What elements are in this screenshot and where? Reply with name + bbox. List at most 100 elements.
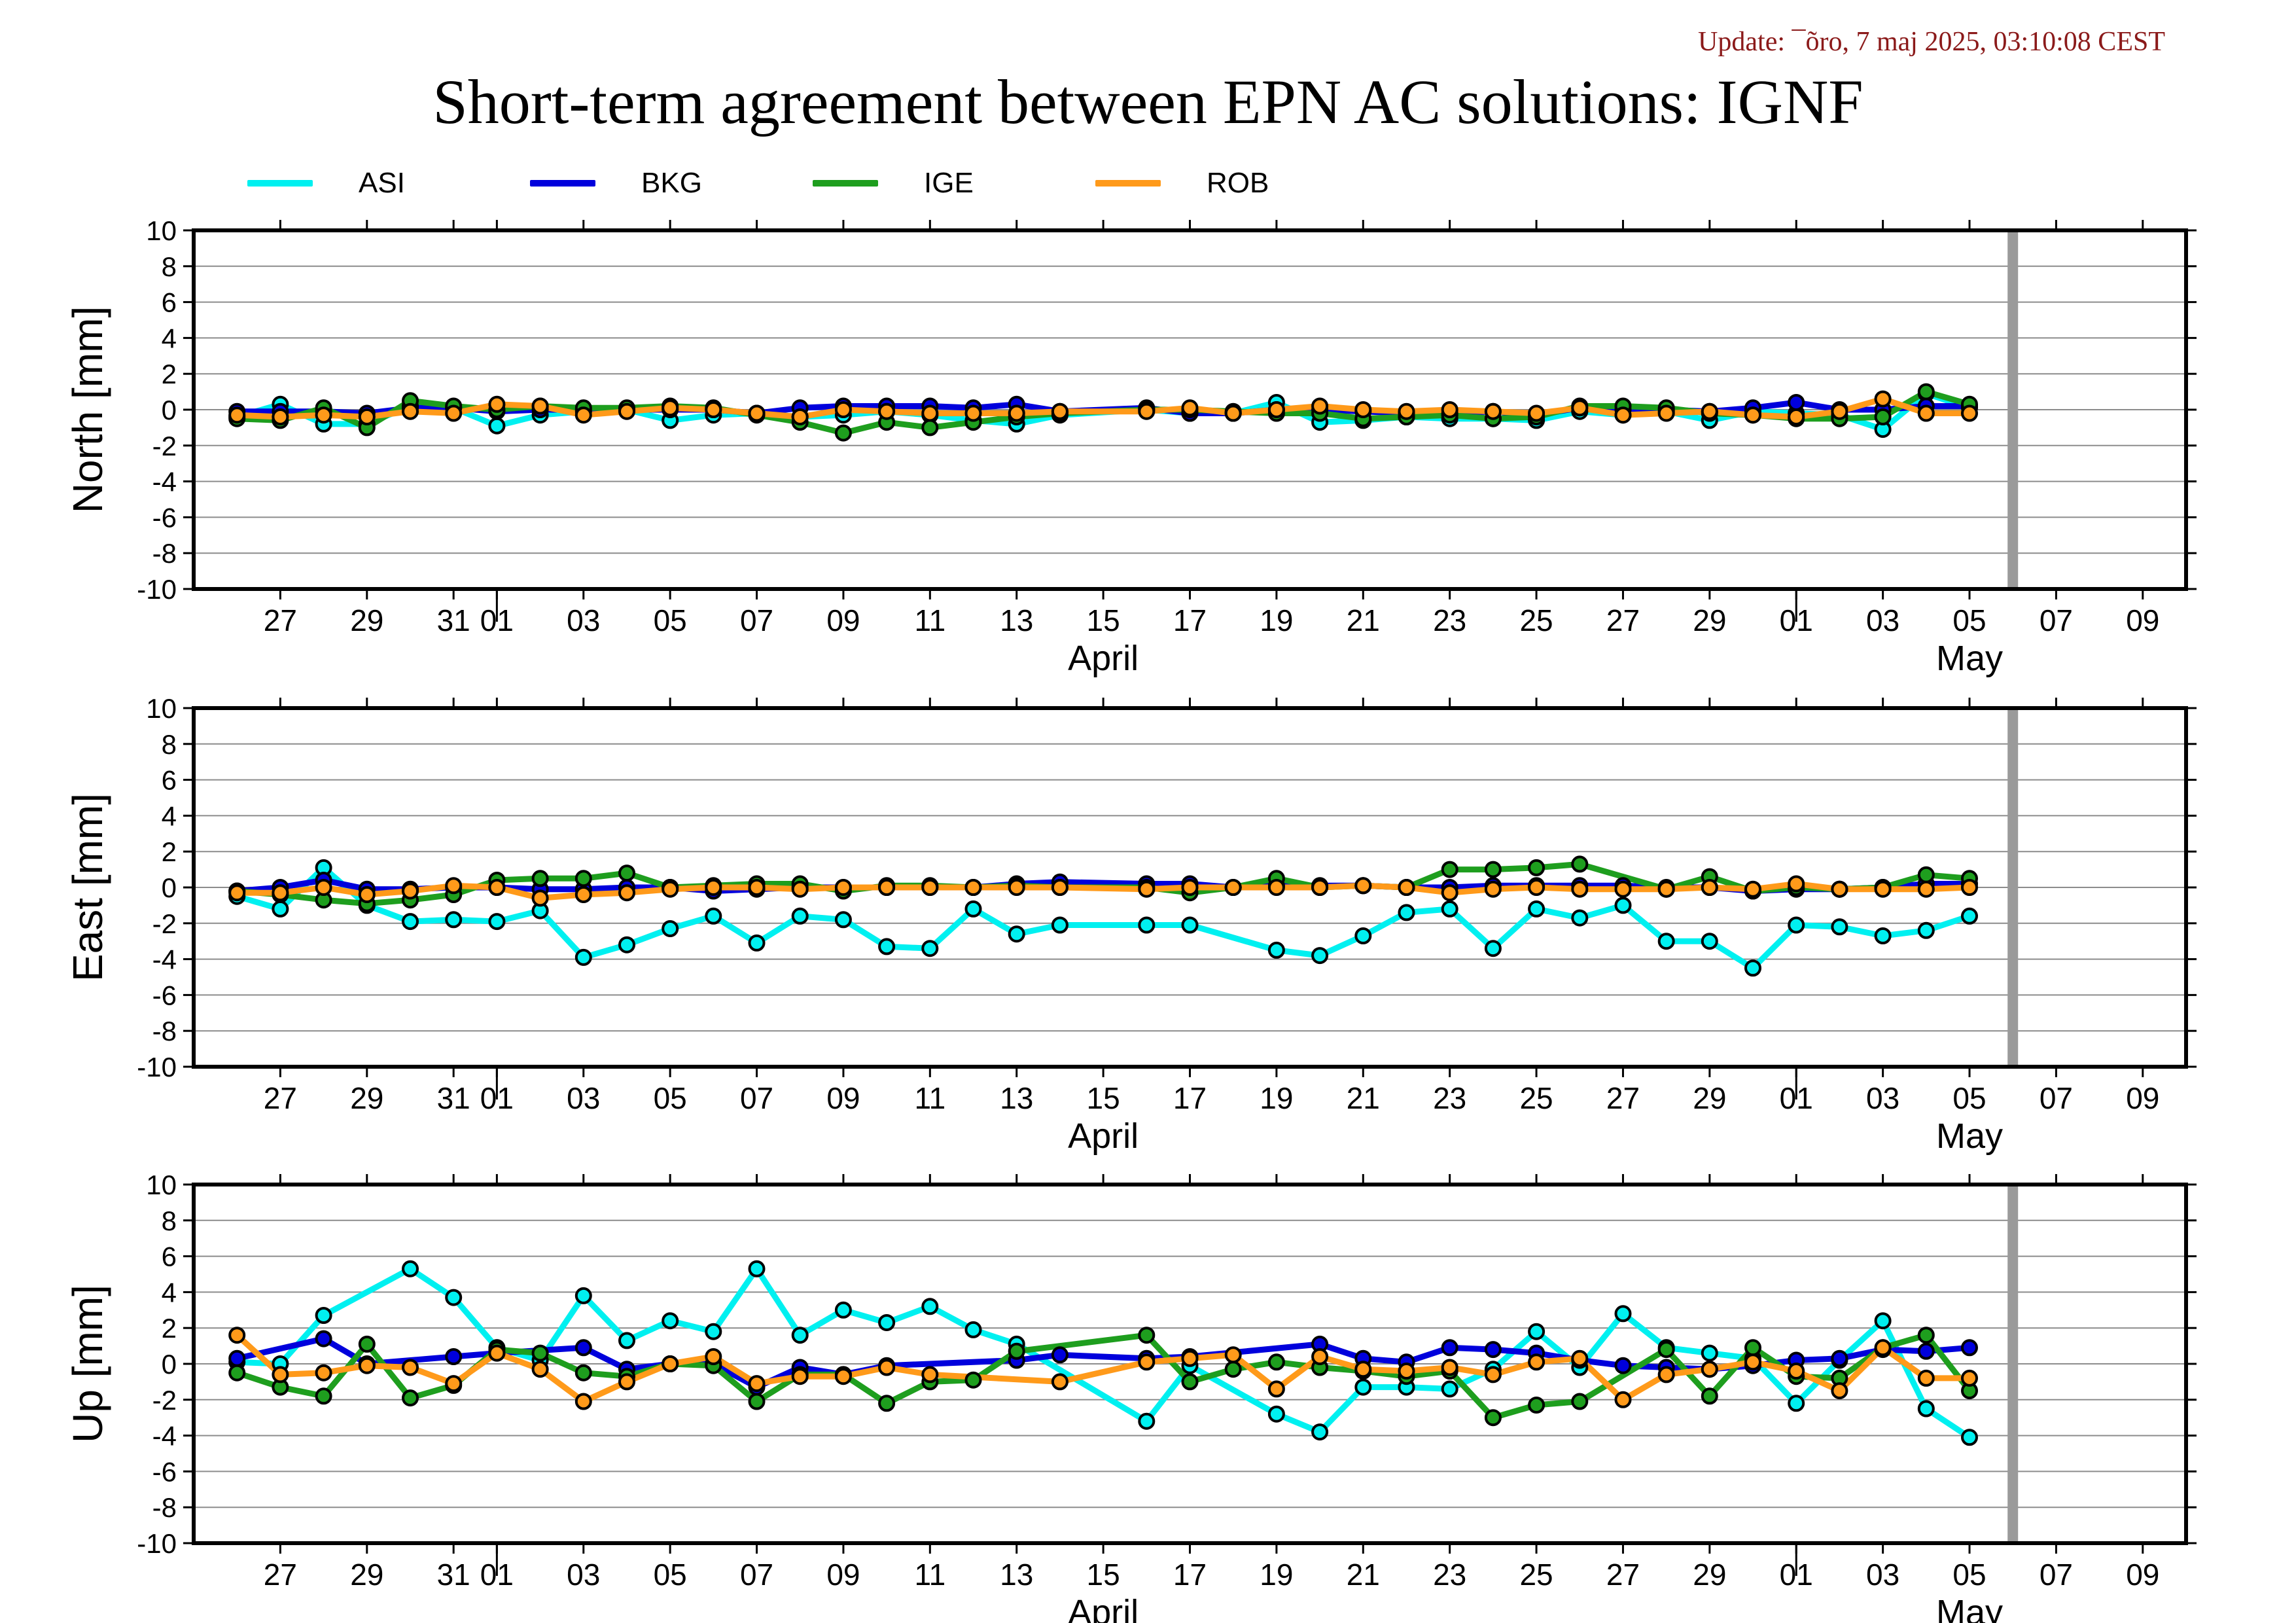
data-point-rob: [1267, 879, 1285, 896]
y-axis-label: Up [mm]: [64, 1285, 111, 1443]
x-tick-label: 27: [1606, 603, 1640, 637]
data-point-asi: [402, 913, 419, 931]
data-point-ige: [1267, 1353, 1285, 1371]
month-label: May: [1936, 639, 2003, 678]
data-point-rob: [445, 877, 463, 895]
data-point-rob: [1267, 401, 1285, 418]
data-point-rob: [1614, 880, 1632, 898]
data-point-asi: [1354, 927, 1372, 944]
data-point-asi: [445, 1289, 463, 1306]
data-point-rob: [618, 1373, 635, 1391]
data-point-asi: [1657, 933, 1675, 950]
y-tick-label: 8: [162, 729, 177, 760]
x-tick-label: 03: [567, 1081, 600, 1115]
data-point-rob: [1138, 1353, 1156, 1371]
x-tick-label: 25: [1519, 1081, 1553, 1115]
data-point-ige: [1917, 866, 1935, 883]
plot-frame: [192, 1183, 2188, 1545]
data-point-asi: [1614, 1305, 1632, 1323]
x-tick-label: 31: [437, 603, 470, 637]
data-point-asi: [791, 1327, 809, 1344]
data-point-rob: [1354, 877, 1372, 895]
data-point-asi: [1528, 900, 1545, 918]
data-point-rob: [402, 1359, 419, 1376]
x-tick-label: 05: [654, 1081, 687, 1115]
y-tick-label: 4: [162, 1277, 177, 1308]
x-tick-label: 27: [1606, 1081, 1640, 1115]
x-tick-label: 31: [437, 1081, 470, 1115]
data-point-rob: [1267, 1380, 1285, 1398]
data-point-asi: [1398, 904, 1415, 921]
data-point-asi: [1874, 1312, 1892, 1330]
data-point-rob: [488, 879, 506, 896]
data-point-rob: [488, 1344, 506, 1362]
data-point-rob: [705, 1348, 722, 1365]
y-tick-label: -4: [152, 944, 177, 975]
data-point-rob: [1701, 402, 1718, 420]
data-point-asi: [315, 1307, 332, 1324]
data-point-asi: [1874, 927, 1892, 944]
x-tick-label: 21: [1347, 1081, 1380, 1115]
x-tick-label: 17: [1173, 603, 1207, 637]
data-point-rob: [1657, 880, 1675, 898]
data-point-rob: [1788, 408, 1805, 425]
data-point-rob: [1744, 406, 1761, 424]
data-point-rob: [1138, 402, 1156, 420]
data-point-ige: [834, 424, 852, 442]
data-point-bkg: [1788, 394, 1805, 411]
data-point-asi: [1311, 1423, 1329, 1441]
update-timestamp: Update: ¯õro, 7 maj 2025, 03:10:08 CEST: [1698, 27, 2165, 57]
y-tick-label: -6: [152, 502, 177, 533]
data-point-ige: [1571, 1393, 1589, 1410]
data-point-rob: [921, 404, 939, 422]
data-point-asi: [618, 1332, 635, 1349]
y-tick-label: 0: [162, 1349, 177, 1380]
legend-item-asi: ASI: [247, 157, 405, 209]
data-point-asi: [1311, 947, 1329, 965]
data-point-rob: [1528, 1353, 1545, 1371]
data-point-asi: [1917, 921, 1935, 939]
data-point-asi: [834, 911, 852, 929]
x-tick-label: 15: [1087, 1558, 1120, 1592]
data-point-rob: [964, 879, 982, 896]
data-point-asi: [1138, 1412, 1156, 1430]
data-point-bkg: [574, 1339, 592, 1357]
y-tick-label: -6: [152, 1456, 177, 1487]
data-point-rob: [1398, 879, 1415, 896]
data-point-ige: [878, 1395, 896, 1412]
data-point-asi: [878, 1314, 896, 1331]
data-point-rob: [445, 1375, 463, 1393]
data-point-asi: [748, 934, 766, 952]
data-point-ige: [1917, 383, 1935, 401]
data-point-asi: [1138, 916, 1156, 934]
data-point-rob: [574, 886, 592, 903]
legend-label-bkg: BKG: [641, 167, 702, 199]
data-point-rob: [1224, 1346, 1242, 1364]
data-point-asi: [402, 1260, 419, 1277]
data-point-rob: [358, 1357, 376, 1374]
legend-swatch-asi: [247, 180, 313, 187]
data-point-bkg: [1831, 1349, 1848, 1367]
data-point-rob: [1051, 402, 1069, 420]
data-point-bkg: [228, 1349, 246, 1367]
data-point-rob: [1614, 406, 1632, 424]
data-point-asi: [445, 911, 463, 929]
data-point-rob: [921, 1366, 939, 1383]
data-point-ige: [1441, 861, 1458, 878]
data-point-rob: [1398, 1363, 1415, 1380]
x-tick-label: 29: [350, 1558, 383, 1592]
data-point-asi: [1961, 907, 1978, 925]
data-point-rob: [1961, 1369, 1978, 1387]
y-tick-label: 10: [146, 693, 177, 724]
data-point-rob: [1701, 879, 1718, 896]
data-point-rob: [1224, 404, 1242, 422]
legend-item-rob: ROB: [1095, 157, 1269, 209]
data-point-ige: [1181, 1373, 1199, 1391]
data-point-rob: [705, 879, 722, 896]
x-tick-label: 23: [1433, 1558, 1466, 1592]
x-tick-label: 05: [1952, 1558, 1986, 1592]
data-point-rob: [662, 399, 679, 417]
data-point-rob: [1484, 880, 1502, 898]
month-label: April: [1068, 639, 1139, 678]
